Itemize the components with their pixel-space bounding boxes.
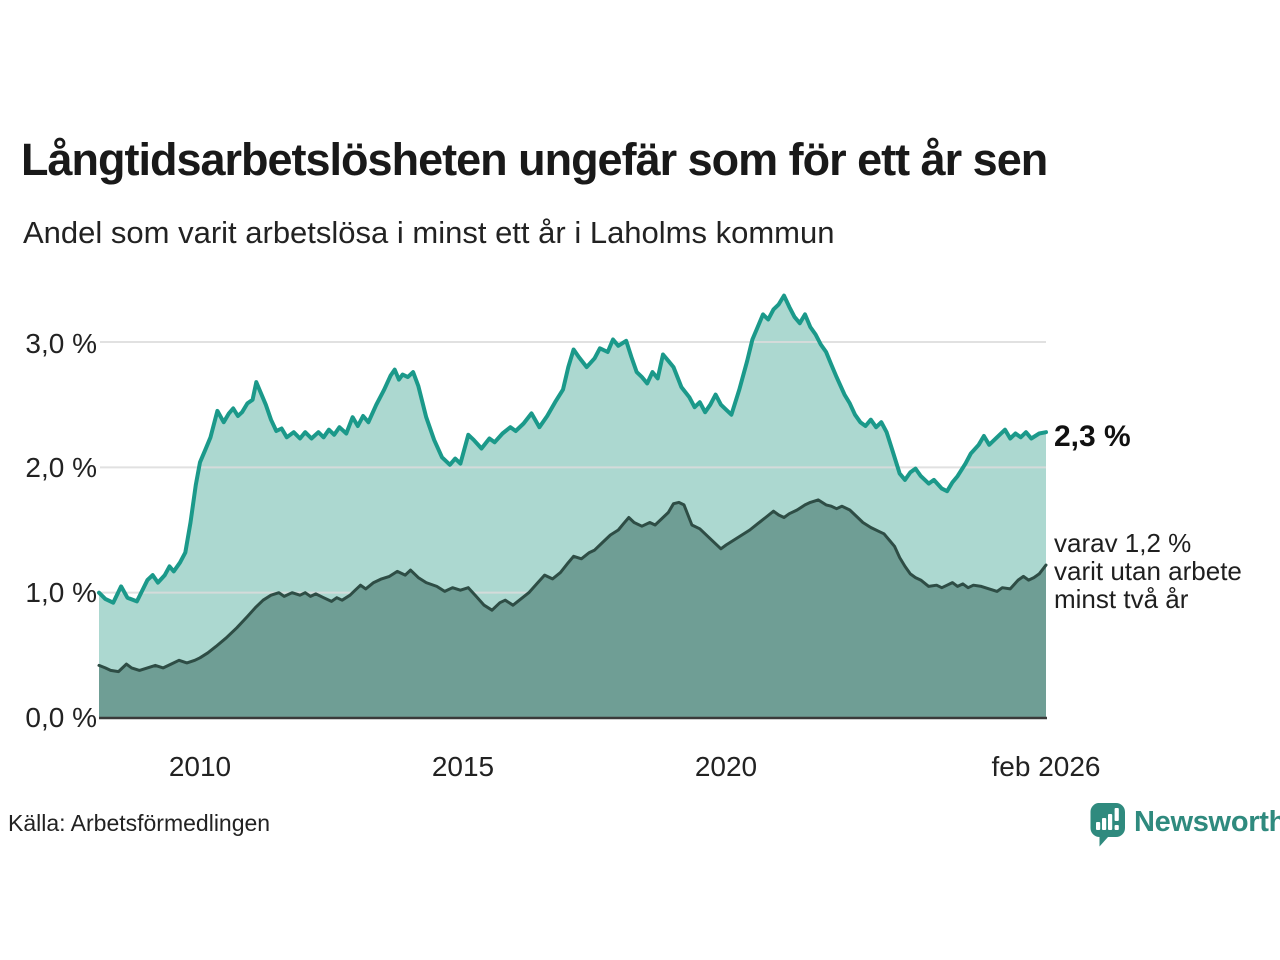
- series-two-years-line: [97, 498, 1048, 674]
- series-total-line: [97, 293, 1048, 605]
- x-axis-label-feb-2026: feb 2026: [991, 751, 1101, 782]
- series-two-years-area-fill: [99, 499, 1046, 718]
- latest-value-annotation: 2,3 %: [1054, 420, 1131, 453]
- logo-exclamation-bar: [1114, 808, 1119, 821]
- logo-bar-2: [1102, 818, 1107, 830]
- newsworthy-logo-text: Newsworthy: [1134, 806, 1280, 838]
- secondary-annotation-line-1: varav 1,2 %: [1054, 528, 1192, 558]
- newsworthy-logo: Newsworthy: [1087, 801, 1280, 849]
- logo-bar-3: [1108, 814, 1113, 830]
- y-axis-label-1: 1,0 %: [25, 577, 97, 608]
- logo-bar-1: [1096, 822, 1101, 830]
- chart-subtitle: Andel som varit arbetslösa i minst ett å…: [23, 215, 835, 250]
- y-axis-label-2: 2,0 %: [25, 452, 97, 483]
- secondary-series-annotation: varav 1,2 % varit utan arbete minst två …: [1054, 529, 1242, 613]
- newsworthy-logo-icon: [1090, 803, 1125, 847]
- source-caption: Källa: Arbetsförmedlingen: [8, 810, 271, 836]
- chart-title: Långtidsarbetslösheten ungefär som för e…: [21, 134, 1048, 185]
- x-axis-label-2015: 2015: [431, 751, 495, 782]
- y-axis-label-0: 0,0 %: [25, 702, 97, 733]
- y-axis-label-3: 3,0 %: [25, 328, 97, 359]
- x-axis-label-2010: 2010: [168, 751, 232, 782]
- secondary-annotation-line-2: varit utan arbete: [1054, 556, 1242, 586]
- x-axis-label-2020: 2020: [694, 751, 758, 782]
- logo-exclamation-dot: [1114, 825, 1119, 830]
- secondary-annotation-line-3: minst två år: [1054, 584, 1189, 614]
